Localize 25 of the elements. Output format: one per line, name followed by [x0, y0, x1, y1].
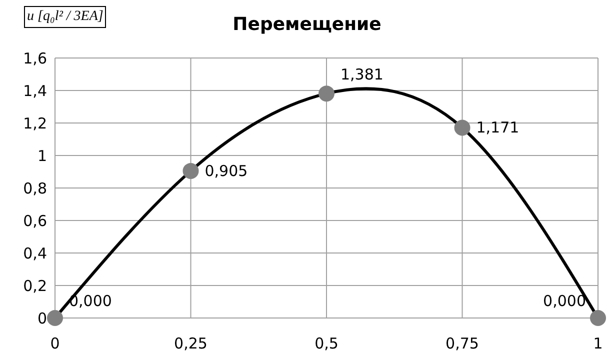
point: [182, 162, 199, 179]
y-tick-label: 1,2: [23, 114, 47, 132]
y-tick-label: 0,4: [23, 244, 47, 262]
y-tick-label: 0,2: [23, 276, 47, 295]
data-label: 0,905: [204, 162, 248, 180]
point: [454, 120, 470, 136]
data-label: 1,381: [340, 66, 384, 84]
chart-title: Перемещение: [232, 14, 382, 35]
y-tick-label: 0,8: [23, 179, 47, 198]
point: [47, 310, 63, 326]
x-tick-label: 0,75: [446, 334, 479, 353]
x-tick-label: 0: [50, 334, 60, 353]
y-tick-label: 1: [37, 146, 47, 165]
data-label: 0,000: [543, 292, 586, 310]
y-tick-label: 0: [37, 309, 47, 328]
x-tick-label: 0,5: [314, 334, 338, 353]
point: [318, 86, 334, 102]
y-tick-label: 1,4: [23, 82, 47, 100]
y-tick-label: 0,6: [23, 212, 47, 230]
y-axis-title: u [q₀l² / 3EA]: [24, 6, 106, 28]
x-tick-label: 1: [593, 334, 603, 353]
data-label: 1,171: [476, 118, 520, 137]
y-tick-label: 1,6: [23, 49, 47, 68]
x-tick-label: 0,25: [174, 334, 208, 353]
point: [590, 310, 606, 326]
